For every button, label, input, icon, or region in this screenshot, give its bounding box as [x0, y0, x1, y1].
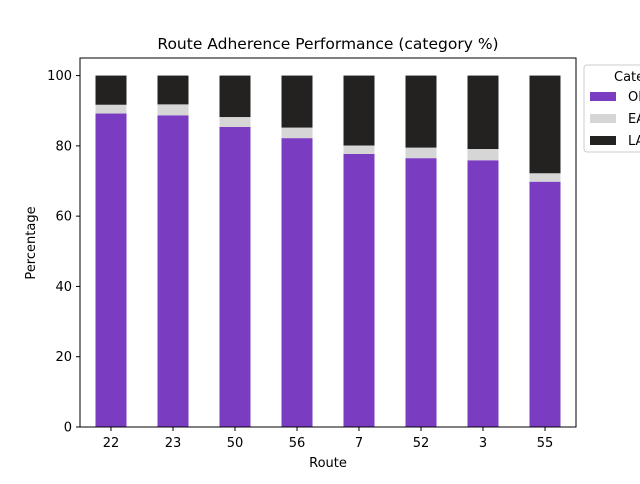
x-tick-label: 7 [355, 436, 363, 451]
bar-segment-ea-route-56 [281, 127, 313, 139]
x-tick-label: 52 [413, 436, 430, 451]
y-tick-label: 0 [64, 421, 72, 436]
legend-box [583, 64, 640, 153]
bar-segment-la-route-55 [529, 75, 561, 174]
legend-label-oi: OI [628, 90, 640, 105]
bar-segment-la-route-52 [405, 75, 437, 148]
legend-swatch-ea [590, 114, 616, 123]
bar-segment-la-route-23 [157, 75, 189, 105]
bar-segment-ea-route-7 [343, 145, 375, 154]
x-tick-label: 55 [537, 436, 554, 451]
bars-layer [95, 75, 561, 427]
bar-segment-oi-route-23 [157, 115, 189, 427]
y-tick-label: 100 [47, 69, 72, 84]
bar-segment-la-route-3 [467, 75, 499, 150]
bar-segment-oi-route-56 [281, 138, 313, 427]
x-tick-label: 22 [103, 436, 120, 451]
bar-segment-oi-route-50 [219, 126, 251, 427]
x-tick-label: 50 [227, 436, 244, 451]
y-tick-label: 40 [55, 280, 72, 295]
legend-title: Cate [614, 70, 640, 85]
bar-segment-ea-route-52 [405, 147, 437, 159]
y-axis: 0 20 40 60 80 100 [47, 69, 80, 436]
legend-swatch-la [590, 136, 616, 145]
x-tick-label: 56 [289, 436, 306, 451]
x-tick-label: 23 [165, 436, 182, 451]
legend-label-ea: EA [628, 112, 640, 127]
legend-label-la: LA [628, 134, 640, 149]
bar-segment-ea-route-22 [95, 104, 127, 114]
bar-segment-oi-route-55 [529, 181, 561, 427]
bar-segment-oi-route-3 [467, 160, 499, 427]
bar-segment-la-route-56 [281, 75, 313, 128]
bar-segment-la-route-7 [343, 75, 375, 146]
x-axis: 22 23 50 56 7 52 3 55 [103, 427, 554, 451]
bar-segment-oi-route-22 [95, 113, 127, 427]
chart-title: Route Adherence Performance (category %) [157, 35, 498, 53]
legend-items: OI EA LA [590, 90, 640, 149]
bar-segment-ea-route-50 [219, 117, 251, 127]
bar-segment-la-route-22 [95, 75, 127, 105]
x-axis-label: Route [309, 456, 347, 471]
bar-segment-oi-route-52 [405, 158, 437, 427]
y-axis-label: Percentage [24, 206, 39, 279]
bar-segment-oi-route-7 [343, 153, 375, 427]
y-tick-label: 20 [55, 350, 72, 365]
bar-segment-ea-route-55 [529, 173, 561, 182]
x-tick-label: 3 [479, 436, 487, 451]
y-tick-label: 80 [55, 139, 72, 154]
bar-segment-la-route-50 [219, 75, 251, 118]
legend-swatch-oi [590, 92, 616, 101]
y-tick-label: 60 [55, 210, 72, 225]
plot-area-frame [79, 57, 577, 428]
bar-segment-ea-route-23 [157, 104, 189, 116]
legend: Cate OI EA LA [583, 64, 640, 153]
bar-segment-ea-route-3 [467, 149, 499, 161]
